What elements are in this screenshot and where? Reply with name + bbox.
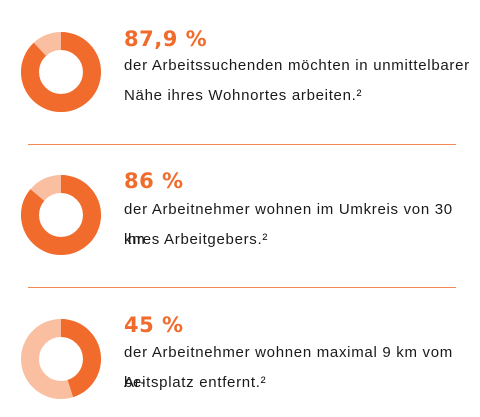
description-line: ihres Arbeitgebers.² [124,231,269,248]
donut-fill [21,319,101,399]
divider [28,144,456,145]
donut-chart-2 [21,175,101,255]
percent-value: 86 % [124,169,184,193]
donut-chart-3 [21,319,101,399]
description-line: beitsplatz entfernt.² [124,374,267,391]
donut-fill [21,175,101,255]
description-line: Nähe ihres Wohnortes arbeiten.² [124,87,363,104]
donut-fill [21,32,101,112]
donut-chart-1 [21,32,101,112]
description-line: der Arbeitnehmer wohnen maximal 9 km vom… [124,344,453,391]
description-line: der Arbeitnehmer wohnen im Umkreis von 3… [124,201,453,248]
percent-value: 87,9 % [124,27,208,51]
divider [28,287,456,288]
percent-value: 45 % [124,313,184,337]
description-line: der Arbeitssuchenden möchten in unmittel… [124,57,470,74]
